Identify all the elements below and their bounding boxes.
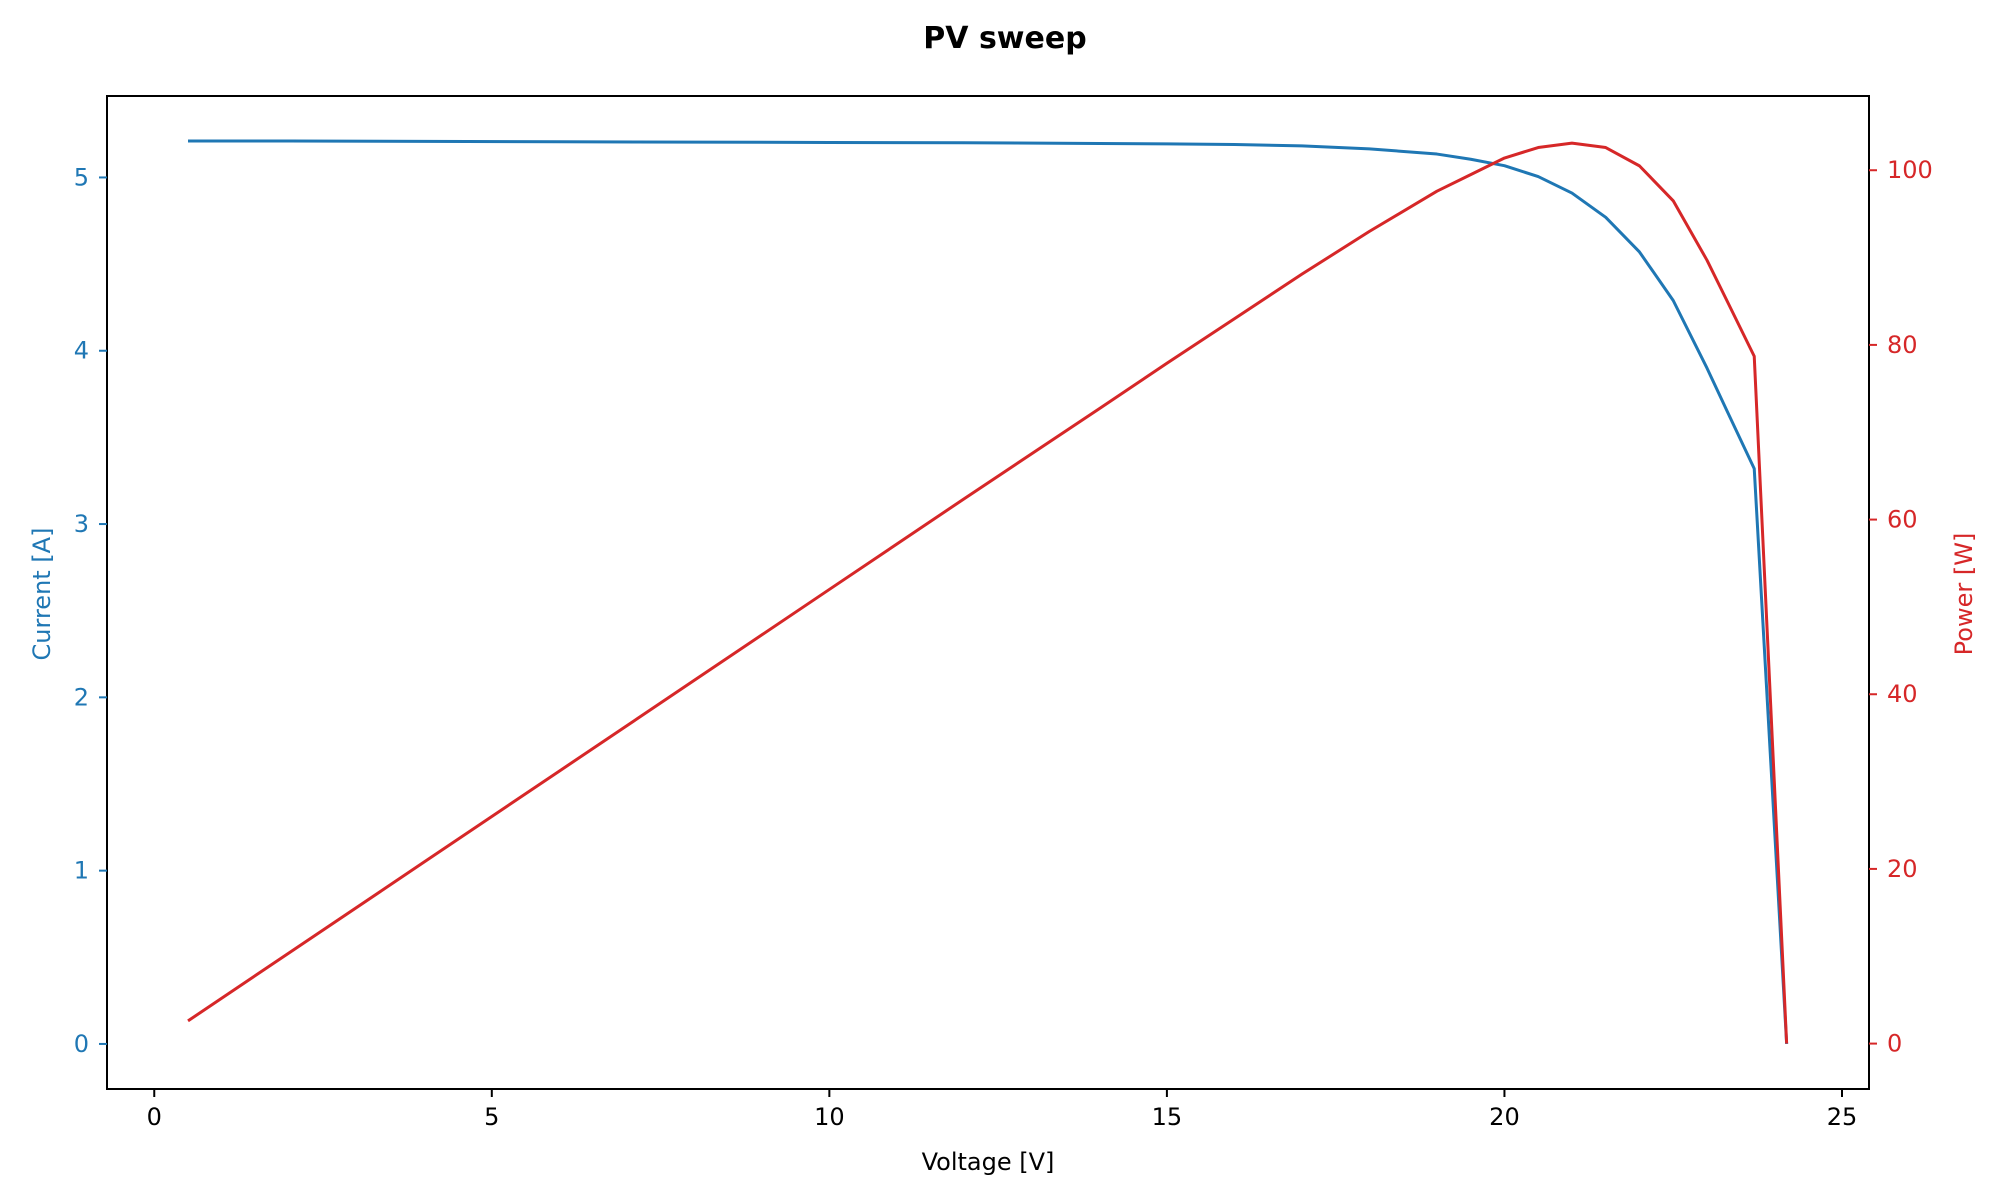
y-right-tick-label: 20 [1887, 855, 1918, 883]
x-tick-label: 5 [484, 1103, 499, 1131]
current-series-line [188, 139, 1789, 1045]
x-tick-label: 15 [1152, 1103, 1183, 1131]
y-right-tick-label: 0 [1887, 1030, 1902, 1058]
y-right-tick-label: 100 [1887, 156, 1933, 184]
y-left-tick-label: 2 [74, 683, 89, 711]
y-axis-left-label: Current [A] [28, 528, 56, 661]
y-left-tick-label: 0 [74, 1030, 89, 1058]
y-axis-right-label: Power [W] [1950, 533, 1978, 656]
series-layer [187, 139, 1789, 1045]
x-tick-label: 25 [1827, 1103, 1858, 1131]
y-right-tick-label: 60 [1887, 506, 1918, 534]
y-right-tick-label: 80 [1887, 331, 1918, 359]
y-left-tick-label: 1 [74, 857, 89, 885]
x-tick-label: 20 [1489, 1103, 1520, 1131]
x-tick-label: 10 [814, 1103, 845, 1131]
y-left-tick-label: 5 [74, 163, 89, 191]
axes-layer: 0 5 10 15 20 25 0 1 2 3 4 5 0 20 40 60 80 100 [74, 95, 1933, 1131]
x-axis-label: Voltage [V] [922, 1148, 1055, 1176]
chart-title: PV sweep [923, 21, 1086, 56]
power-series-line [187, 141, 1789, 1044]
x-tick-label: 0 [147, 1103, 162, 1131]
y-left-tick-label: 4 [74, 337, 89, 365]
plot-frame [106, 95, 1870, 1090]
y-right-tick-label: 40 [1887, 680, 1918, 708]
y-left-tick-label: 3 [74, 510, 89, 538]
